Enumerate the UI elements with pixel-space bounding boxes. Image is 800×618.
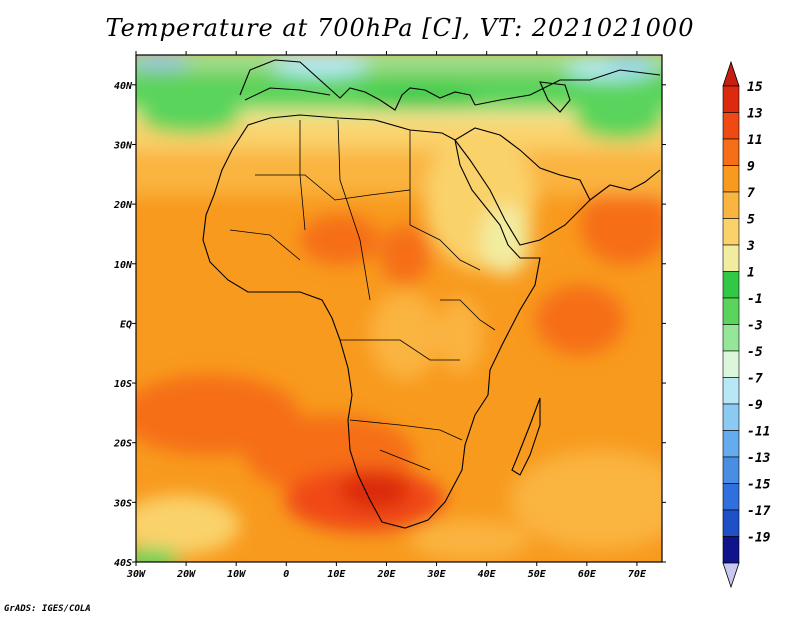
lon-tick-label: 10W [227, 569, 246, 580]
colorbar-label: -9 [747, 398, 763, 413]
colorbar-bottom-arrow [722, 562, 740, 589]
colorbar-swatch [722, 165, 740, 193]
lon-tick-label: 50E [528, 569, 547, 580]
lat-tick-label: 20N [113, 200, 133, 211]
lon-tick-label: 20W [176, 569, 196, 580]
colorbar-label: 1 [747, 266, 755, 281]
colorbar-swatch [722, 456, 740, 484]
lat-tick-label: 40S [114, 558, 132, 569]
lon-tick-label: 30W [126, 569, 146, 580]
longitude-axis: 30W 20W 10W 0 10E 20E 30E 40E 50E 60E 70E [126, 569, 647, 580]
colorbar-swatch [722, 297, 740, 325]
temperature-field [136, 55, 662, 562]
lon-tick-label: 30E [427, 569, 447, 580]
colorbar-label: 13 [747, 107, 763, 122]
colorbar-label: 11 [747, 133, 763, 148]
colorbar-swatch [722, 324, 740, 352]
lon-tick-label: 40E [478, 569, 497, 580]
colorbar-swatch [722, 350, 740, 378]
colorbar-swatch [722, 509, 740, 537]
colorbar-label: -19 [747, 531, 771, 546]
colorbar-label: 3 [746, 239, 755, 254]
colorbar-label: -11 [747, 425, 770, 440]
lon-tick-label: 70E [628, 569, 647, 580]
coastline [202, 59, 661, 529]
lat-tick-label: 40N [114, 81, 133, 92]
colorbar-label: -17 [747, 504, 771, 519]
colorbar-label: 7 [747, 186, 755, 201]
colorbar: 15 13 11 9 7 5 3 1 -1 -3 -5 -7 -9 -11 -13 -15 -17 -19 [722, 60, 771, 589]
lat-tick-label: 30S [113, 498, 132, 509]
colorbar-swatch [722, 218, 740, 246]
lat-tick-label: 10N [114, 260, 133, 271]
colorbar-swatch [722, 85, 740, 113]
colorbar-top-arrow [722, 60, 740, 87]
lat-tick-label: EQ [120, 319, 132, 330]
colorbar-swatch [722, 138, 740, 166]
colorbar-swatch [722, 377, 740, 405]
credit-text: GrADS: IGES/COLA [4, 604, 91, 614]
country-borders [229, 119, 496, 471]
colorbar-label: 9 [747, 160, 755, 175]
colorbar-label: -5 [747, 345, 763, 360]
latitude-axis: 40N 30N 20N 10N EQ 10S 20S 30S 40S [113, 81, 133, 569]
lat-tick-label: 10S [114, 379, 132, 390]
colorbar-label: -3 [747, 319, 763, 334]
lat-tick-label: 20S [113, 439, 132, 450]
lon-tick-label: 20E [376, 569, 396, 580]
colorbar-label: 5 [747, 213, 755, 228]
colorbar-swatch [722, 536, 740, 564]
colorbar-swatch [722, 271, 740, 299]
colorbar-swatch [722, 244, 740, 272]
colorbar-label: -13 [747, 451, 771, 466]
chart-title: Temperature at 700hPa [C], VT: 202102100… [105, 14, 695, 42]
colorbar-swatch [722, 403, 740, 431]
colorbar-swatch [722, 430, 740, 458]
colorbar-label: -7 [747, 372, 763, 387]
lat-tick-label: 30N [113, 140, 133, 151]
colorbar-swatch [722, 112, 740, 140]
lon-tick-label: 60E [578, 569, 597, 580]
map-frame [135, 54, 663, 563]
colorbar-label: -1 [747, 292, 763, 307]
lon-tick-label: 10E [327, 569, 346, 580]
lon-tick-label: 0 [283, 569, 289, 580]
colorbar-swatch [722, 191, 740, 219]
colorbar-label: 15 [747, 80, 763, 95]
axis-ticks [132, 51, 666, 566]
colorbar-swatch [722, 483, 740, 511]
colorbar-label: -15 [747, 478, 771, 493]
